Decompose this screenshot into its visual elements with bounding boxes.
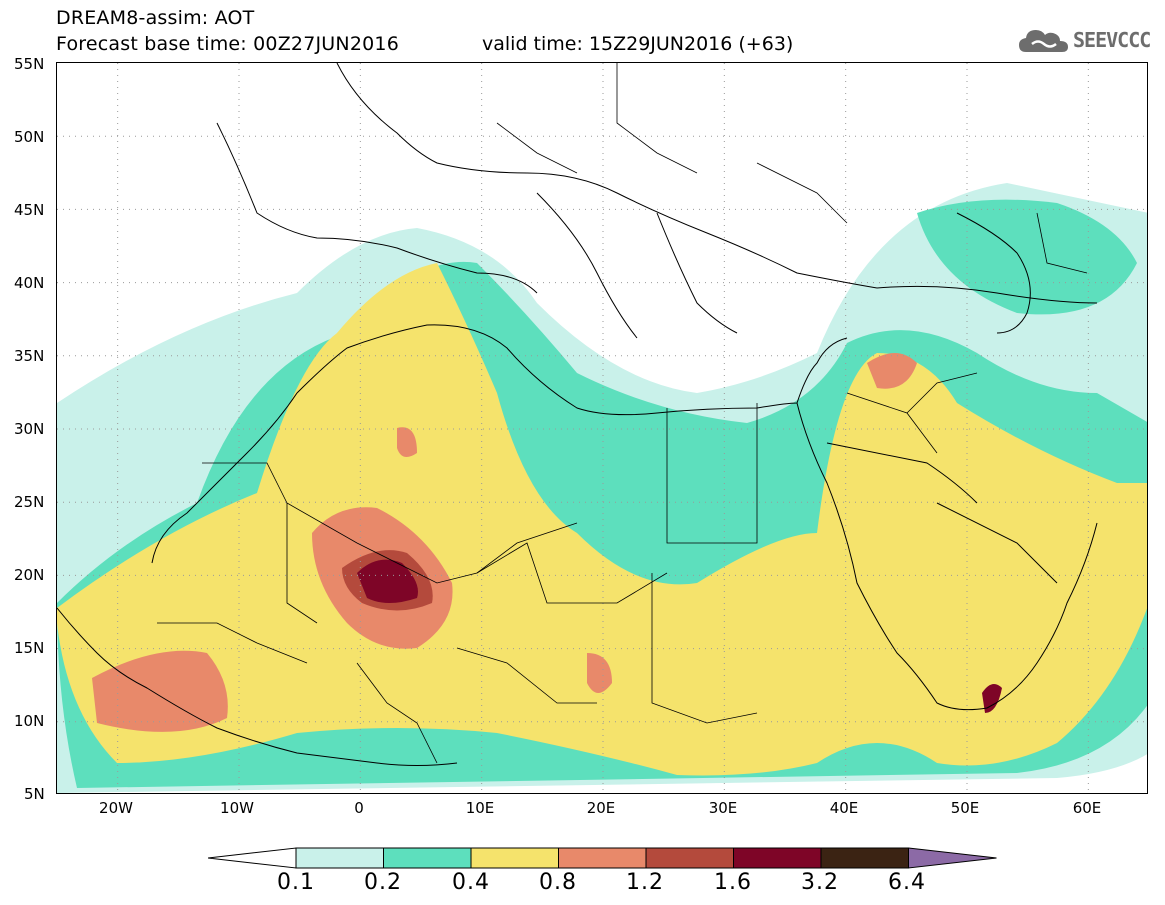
- lat-label-40n: 40N: [14, 274, 45, 292]
- aot-1.6-region: [982, 684, 1002, 713]
- lon-label-30e: 30E: [708, 799, 738, 817]
- lon-label-40e: 40E: [829, 799, 859, 817]
- title-line2: Forecast base time: 00Z27JUN2016: [56, 33, 399, 55]
- colorbar-label: 0.8: [539, 870, 577, 895]
- lat-label-30n: 30N: [14, 420, 45, 438]
- aot-0.8-region: [92, 650, 228, 732]
- valid-time: valid time: 15Z29JUN2016 (+63): [482, 33, 794, 55]
- colorbar-min-arrow: [208, 847, 297, 869]
- colorbar-max-arrow: [908, 847, 997, 869]
- lat-label-10n: 10N: [14, 712, 45, 730]
- colorbar-label: 3.2: [801, 870, 839, 895]
- lat-label-50n: 50N: [14, 128, 45, 146]
- colorbar-label: 0.1: [277, 870, 315, 895]
- colorbar-segment: [383, 847, 472, 869]
- lon-label-10w: 10W: [220, 799, 254, 817]
- lat-label-15n: 15N: [14, 639, 45, 657]
- logo-text: SEEVCCC: [1073, 28, 1151, 52]
- lon-label-10e: 10E: [465, 799, 495, 817]
- lon-label-0: 0: [354, 799, 364, 817]
- colorbar-segment: [645, 847, 734, 869]
- colorbar-segment: [733, 847, 822, 869]
- colorbar: [208, 847, 997, 869]
- colorbar-label: 1.2: [626, 870, 664, 895]
- lat-label-25n: 25N: [14, 493, 45, 511]
- aot-1.6-region: [357, 559, 418, 603]
- aot-0.4-region: [57, 263, 1147, 776]
- cloud-icon: [1019, 30, 1068, 52]
- aot-0.8-region: [397, 427, 417, 457]
- lon-label-20w: 20W: [99, 799, 133, 817]
- lon-label-20e: 20E: [586, 799, 616, 817]
- logo: SEEVCCC: [1018, 26, 1158, 56]
- lon-label-50e: 50E: [950, 799, 980, 817]
- borders: [157, 63, 1088, 764]
- lat-label-55n: 55N: [14, 55, 45, 73]
- colorbar-segment: [295, 847, 384, 869]
- colorbar-label: 0.4: [452, 870, 490, 895]
- colorbar-segment: [558, 847, 647, 869]
- colorbar-label: 1.6: [714, 870, 752, 895]
- title-line1: DREAM8-assim: AOT: [56, 7, 255, 29]
- colorbar-segment: [820, 847, 909, 869]
- aot-0.2-region: [917, 199, 1137, 315]
- aot-field: [57, 183, 1147, 793]
- colorbar-label: 0.2: [364, 870, 402, 895]
- lon-label-60e: 60E: [1072, 799, 1102, 817]
- map-frame: [56, 62, 1148, 794]
- lat-label-45n: 45N: [14, 201, 45, 219]
- lat-label-5n: 5N: [24, 785, 45, 803]
- graticule: [57, 63, 1147, 793]
- lat-label-20n: 20N: [14, 566, 45, 584]
- lat-label-35n: 35N: [14, 347, 45, 365]
- colorbar-label: 6.4: [888, 870, 926, 895]
- coastlines: [57, 63, 1098, 766]
- aot-0.8-region: [587, 653, 612, 693]
- aot-map: [57, 63, 1147, 793]
- aot-0.8-region: [867, 353, 917, 389]
- colorbar-segment: [470, 847, 559, 869]
